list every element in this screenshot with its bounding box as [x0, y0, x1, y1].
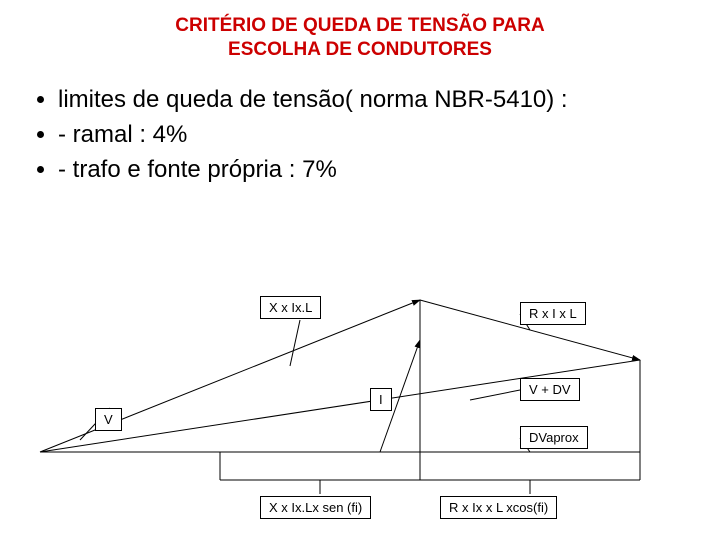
box-i: I — [370, 388, 392, 411]
box-dvaprox: DVaprox — [520, 426, 588, 449]
box-rxixlcos: R x Ix x L xcos(fi) — [440, 496, 557, 519]
box-rxixl: R x I x L — [520, 302, 586, 325]
box-xxixl: X x Ix.L — [260, 296, 321, 319]
bullet-list: limites de queda de tensão( norma NBR-54… — [0, 62, 720, 186]
title-line2: ESCOLHA DE CONDUTORES — [228, 39, 492, 60]
box-v: V — [95, 408, 122, 431]
title-line1: CRITÉRIO DE QUEDA DE TENSÃO PARA — [175, 15, 544, 36]
phasor-diagram: V X x Ix.L R x I x L I V + DV DVaprox X … — [0, 280, 720, 540]
box-vdv: V + DV — [520, 378, 580, 401]
bullet-item: limites de queda de tensão( norma NBR-54… — [58, 84, 720, 115]
bullet-item: - trafo e fonte própria : 7% — [58, 154, 720, 185]
slide-title: CRITÉRIO DE QUEDA DE TENSÃO PARA ESCOLHA… — [0, 0, 720, 62]
bullet-item: - ramal : 4% — [58, 119, 720, 150]
box-xxixlsen: X x Ix.Lx sen (fi) — [260, 496, 371, 519]
